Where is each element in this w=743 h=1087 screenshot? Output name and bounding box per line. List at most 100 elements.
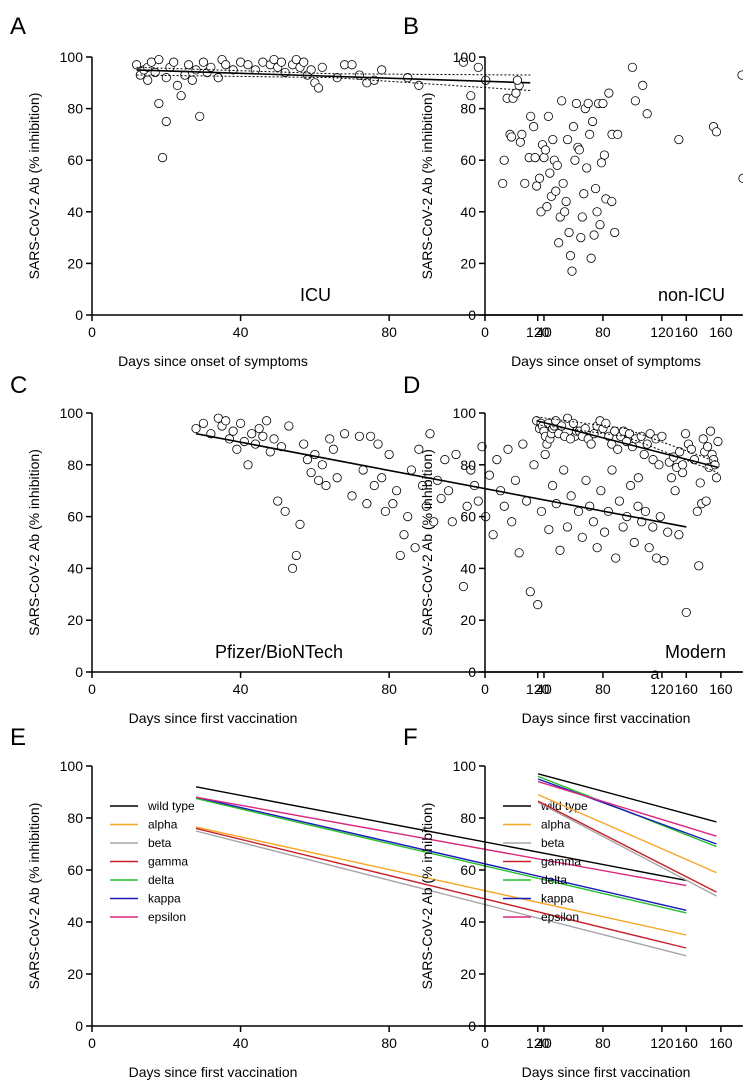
x-axis-label: Days since first vaccination xyxy=(129,710,298,726)
data-point xyxy=(239,436,249,447)
ci-lower-line xyxy=(136,74,531,92)
series-line xyxy=(537,778,717,845)
data-point xyxy=(590,183,601,194)
data-point xyxy=(530,153,540,163)
data-point xyxy=(613,444,623,454)
series-line xyxy=(195,796,687,887)
data-point xyxy=(243,460,253,470)
y-tick-label: 40 xyxy=(460,560,476,576)
data-point xyxy=(559,465,569,475)
y-tick-label: 40 xyxy=(67,204,83,220)
panel-letter: D xyxy=(403,372,420,399)
data-point xyxy=(544,524,554,535)
data-point xyxy=(525,587,535,597)
y-tick-label: 20 xyxy=(460,255,476,271)
ci-upper-line xyxy=(536,416,719,463)
data-point xyxy=(484,470,495,480)
data-point xyxy=(503,444,513,454)
data-point xyxy=(273,496,283,506)
data-point xyxy=(576,233,586,243)
data-point xyxy=(533,600,543,610)
x-axis-label: Days since first vaccination xyxy=(522,1064,691,1080)
legend-entry: alpha xyxy=(541,818,571,832)
x-axis-label: Days since first vaccination xyxy=(129,1064,298,1080)
data-point xyxy=(599,150,610,160)
data-point xyxy=(738,173,743,183)
y-tick-label: 40 xyxy=(460,204,476,220)
data-point xyxy=(261,416,272,426)
data-point xyxy=(377,473,387,483)
data-point xyxy=(462,501,472,511)
legend-entry: gamma xyxy=(148,855,188,869)
data-point xyxy=(562,522,573,532)
data-point xyxy=(232,444,242,454)
y-axis-label: SARS-CoV-2 Ab (% inhibition) xyxy=(419,93,435,280)
panel-letter: A xyxy=(10,13,26,40)
data-point xyxy=(565,251,576,261)
data-point xyxy=(161,116,171,127)
data-point xyxy=(406,465,417,475)
data-point xyxy=(388,499,398,509)
regression-line xyxy=(536,419,719,469)
data-point xyxy=(573,506,584,517)
data-point xyxy=(557,96,567,106)
data-point xyxy=(347,491,357,501)
data-point xyxy=(582,163,592,173)
x-tick-label: 80 xyxy=(381,1035,397,1051)
ci-lower-line xyxy=(536,424,719,474)
data-point xyxy=(568,122,579,132)
data-point xyxy=(195,111,205,121)
data-point xyxy=(384,449,394,460)
data-point xyxy=(552,160,562,170)
data-point xyxy=(545,168,555,178)
data-point xyxy=(499,155,509,165)
x-tick-label: 160 xyxy=(675,681,699,697)
legend-entry: epsilon xyxy=(541,910,579,924)
data-point xyxy=(701,496,711,506)
y-tick-label: 80 xyxy=(67,457,83,473)
data-point xyxy=(614,496,625,506)
data-point xyxy=(564,227,574,238)
data-point xyxy=(625,480,636,491)
x-tick-label: 80 xyxy=(595,324,611,340)
data-point xyxy=(585,129,595,139)
data-point xyxy=(131,60,142,70)
data-point xyxy=(414,80,424,90)
legend-entry: beta xyxy=(541,836,565,850)
data-point xyxy=(703,442,713,452)
x-tick-label: 80 xyxy=(381,681,397,697)
data-point xyxy=(512,75,523,85)
data-point xyxy=(539,153,549,163)
y-tick-label: 60 xyxy=(460,152,476,168)
data-point xyxy=(633,473,643,483)
data-point xyxy=(554,238,564,248)
data-point xyxy=(551,499,561,509)
data-point xyxy=(425,429,435,439)
series-line xyxy=(537,773,717,823)
data-point xyxy=(373,439,383,449)
data-point xyxy=(436,493,446,504)
data-point xyxy=(243,60,253,70)
x-tick-label: 80 xyxy=(381,324,397,340)
x-tick-label: 0 xyxy=(481,1035,489,1051)
data-point xyxy=(154,54,164,65)
data-point xyxy=(640,506,651,517)
data-point xyxy=(644,543,654,553)
series-line xyxy=(195,827,687,949)
data-point xyxy=(581,475,591,485)
y-tick-label: 40 xyxy=(67,914,83,930)
x-axis-label: Days since first vaccination xyxy=(522,710,691,726)
data-point xyxy=(191,423,201,434)
legend-entry: epsilon xyxy=(148,910,186,924)
data-point xyxy=(566,491,576,501)
data-point xyxy=(558,178,568,189)
y-tick-label: 20 xyxy=(67,966,83,982)
series-line xyxy=(195,797,687,914)
data-point xyxy=(339,429,350,439)
data-point xyxy=(347,60,357,70)
panel-annotation: Modern xyxy=(665,642,726,662)
data-point xyxy=(705,426,716,436)
